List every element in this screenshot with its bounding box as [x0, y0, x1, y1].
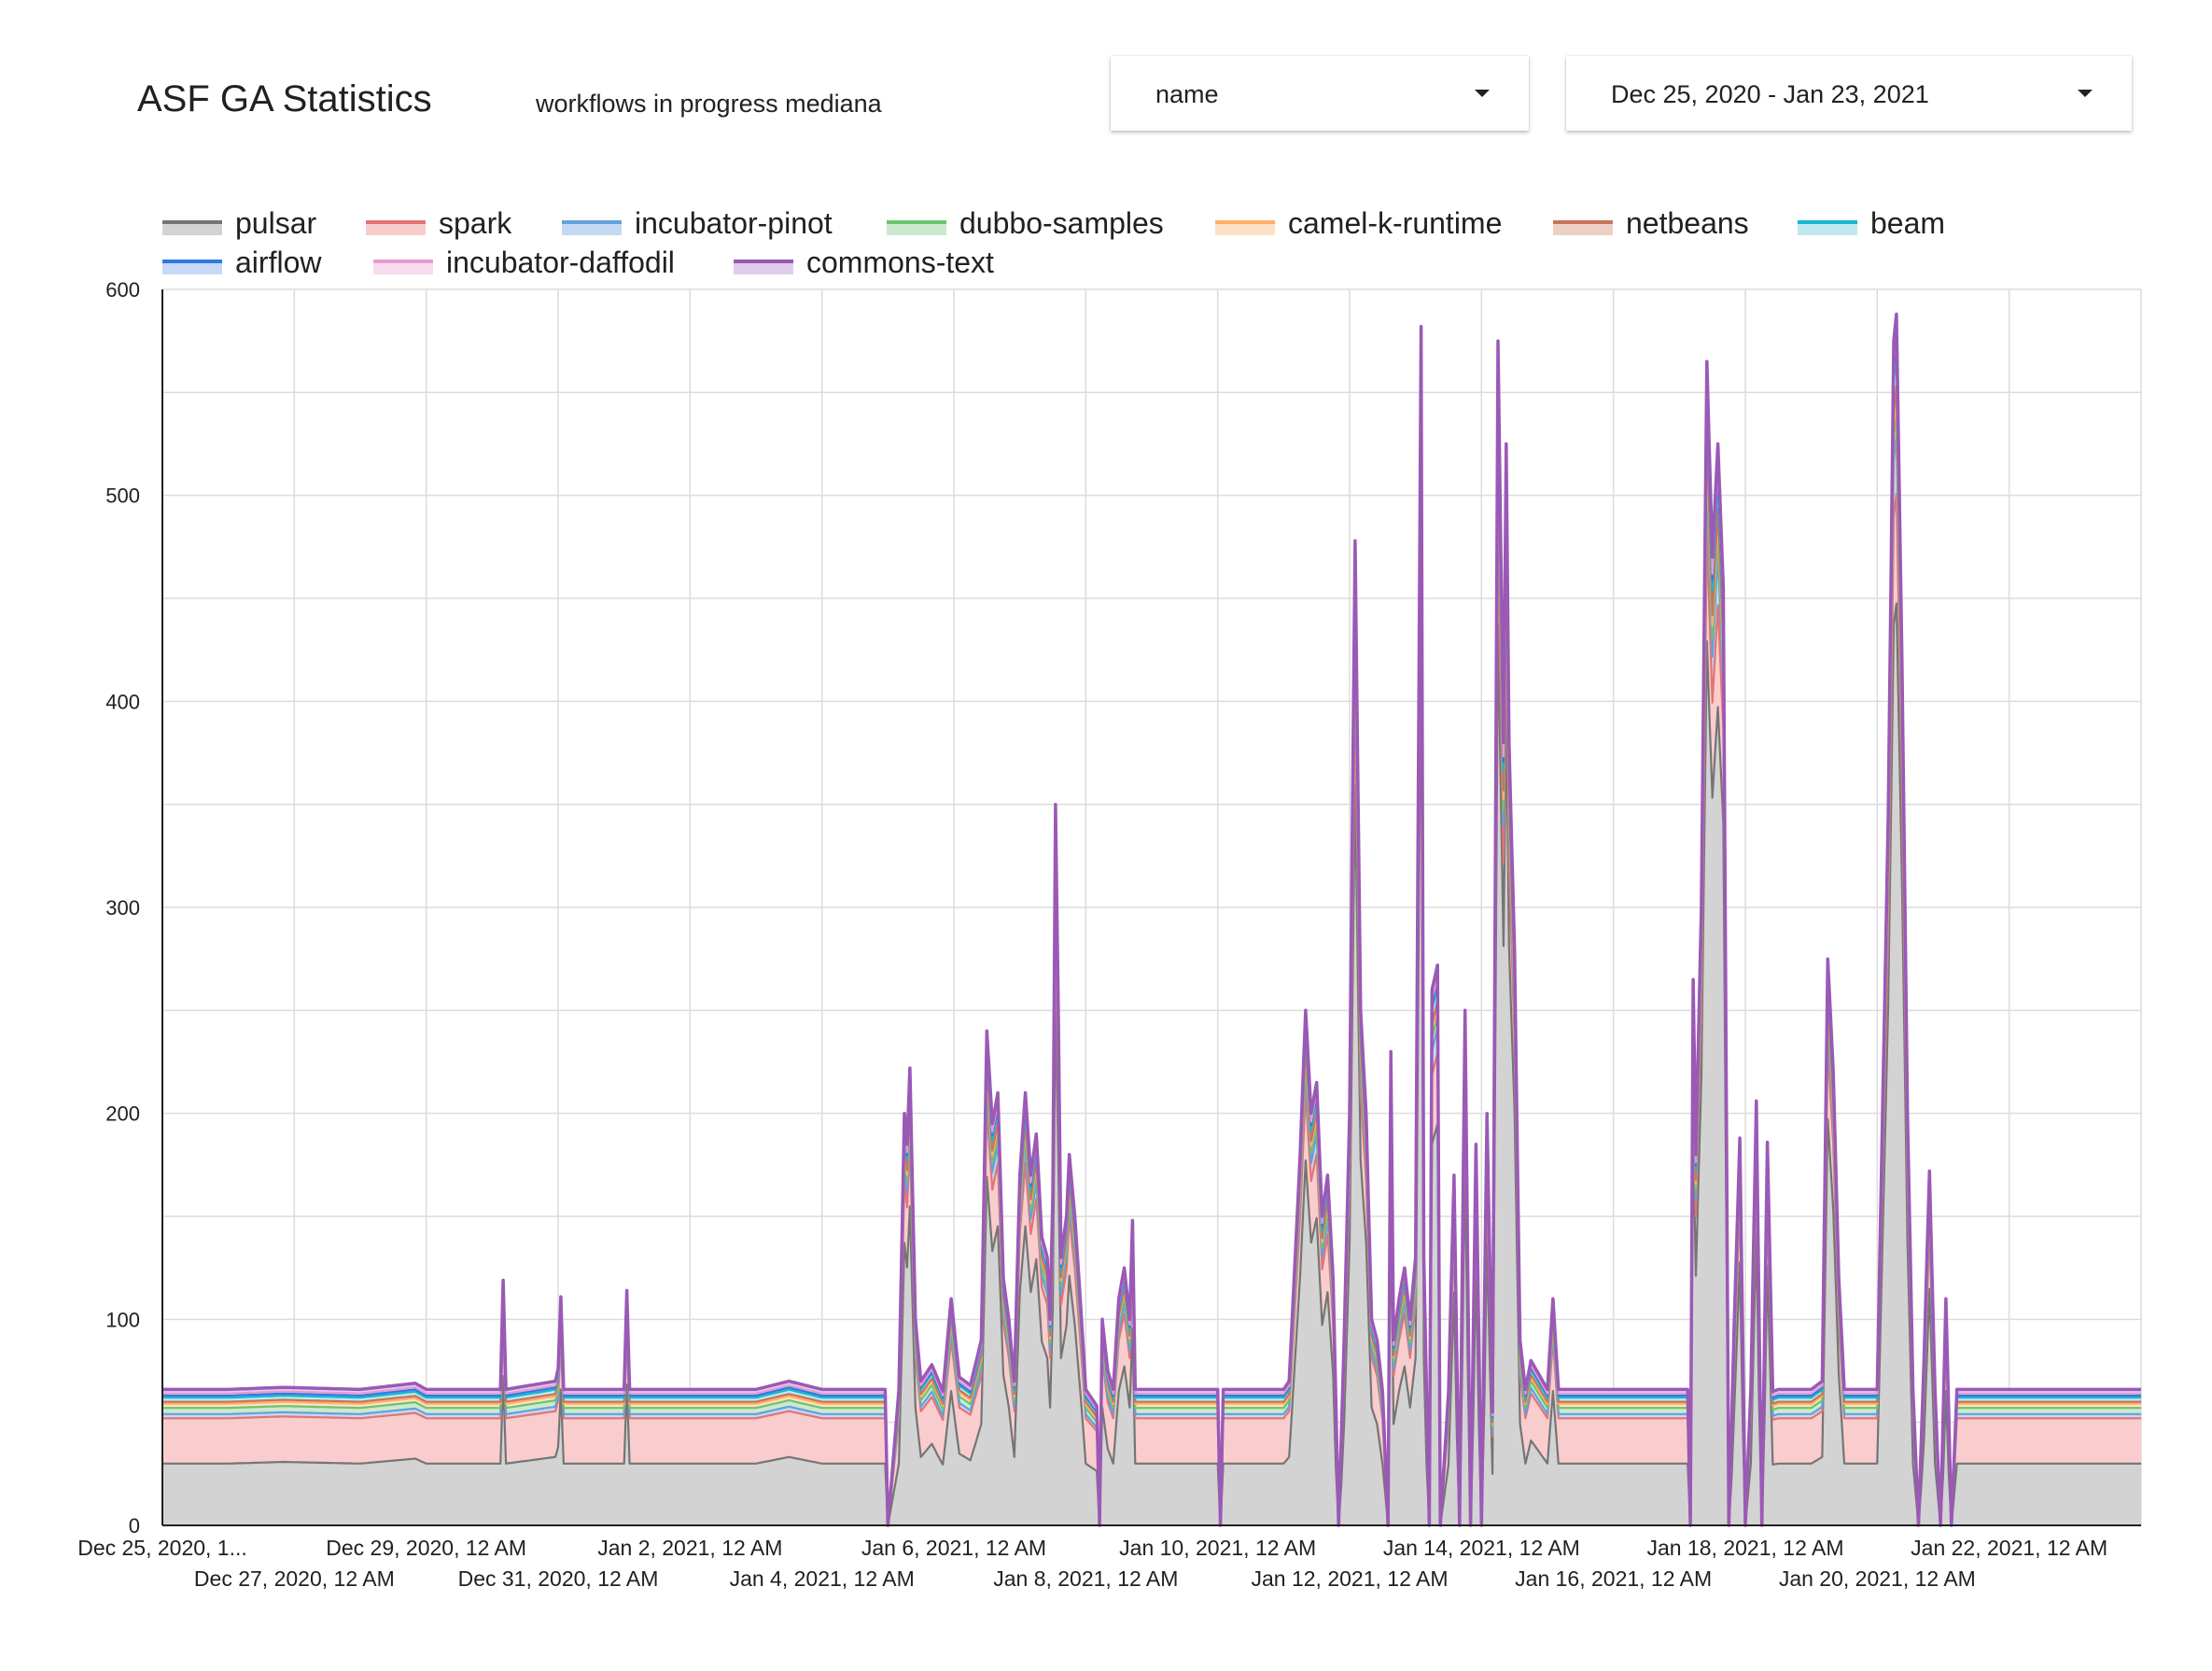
legend-label: airflow — [235, 246, 322, 279]
line-beam — [162, 353, 2141, 1527]
legend-item-dubbo-samples: dubbo-samples — [887, 206, 1164, 240]
legend-item-spark: spark — [366, 206, 512, 240]
x-tick-label: Jan 8, 2021, 12 AM — [993, 1566, 1178, 1591]
legend-item-commons-text: commons-text — [734, 246, 994, 279]
legend-label: netbeans — [1626, 206, 1749, 240]
legend-label: commons-text — [806, 246, 994, 279]
x-tick-label: Dec 27, 2020, 12 AM — [194, 1566, 395, 1591]
legend-swatch — [734, 261, 793, 274]
x-tick-label: Jan 10, 2021, 12 AM — [1119, 1536, 1316, 1560]
line-incubator-pinot — [162, 434, 2141, 1527]
legend-item-pulsar: pulsar — [162, 206, 317, 240]
x-tick-label: Jan 4, 2021, 12 AM — [730, 1566, 915, 1591]
line-airflow — [162, 341, 2141, 1527]
legend-label: spark — [439, 206, 512, 240]
y-tick-label: 400 — [105, 690, 140, 713]
x-tick-label: Jan 2, 2021, 12 AM — [597, 1536, 782, 1560]
y-tick-label: 0 — [129, 1514, 140, 1538]
legend-label: incubator-pinot — [635, 206, 833, 240]
x-tick-label: Jan 18, 2021, 12 AM — [1647, 1536, 1844, 1560]
y-tick-label: 300 — [105, 896, 140, 920]
date-range-dropdown[interactable]: Dec 25, 2020 - Jan 23, 2021 — [1566, 56, 2132, 131]
x-tick-label: Jan 20, 2021, 12 AM — [1779, 1566, 1976, 1591]
legend-item-netbeans: netbeans — [1553, 206, 1749, 240]
legend-item-airflow: airflow — [162, 246, 322, 279]
legend-swatch — [562, 222, 622, 235]
x-tick-label: Dec 31, 2020, 12 AM — [458, 1566, 659, 1591]
legend-label: incubator-daffodil — [446, 246, 675, 279]
legend-swatch — [1215, 222, 1275, 235]
name-filter-dropdown[interactable]: name — [1111, 56, 1529, 131]
y-tick-label: 100 — [105, 1308, 140, 1331]
dashboard-title: ASF GA Statistics — [137, 78, 432, 119]
legend-item-incubator-daffodil: incubator-daffodil — [373, 246, 675, 279]
chart-subtitle: workflows in progress mediana — [536, 90, 882, 118]
series-areas — [162, 314, 2141, 1526]
x-tick-label: Jan 22, 2021, 12 AM — [1911, 1536, 2107, 1560]
chevron-down-icon — [2078, 90, 2093, 97]
line-spark — [162, 492, 2141, 1527]
x-tick-label: Jan 12, 2021, 12 AM — [1252, 1566, 1449, 1591]
legend-item-incubator-pinot: incubator-pinot — [562, 206, 833, 240]
line-pulsar — [162, 602, 2141, 1527]
legend-swatch — [1798, 222, 1857, 235]
y-tick-label: 500 — [105, 484, 140, 508]
date-range-label: Dec 25, 2020 - Jan 23, 2021 — [1611, 80, 1929, 108]
line-dubbo-samples — [162, 412, 2141, 1527]
legend-swatch — [373, 261, 433, 274]
legend-label: pulsar — [235, 206, 317, 240]
area-airflow — [162, 342, 2141, 1526]
line-incubator-daffodil — [162, 333, 2141, 1527]
legend-label: camel-k-runtime — [1288, 206, 1502, 240]
legend-item-camel-k-runtime: camel-k-runtime — [1215, 206, 1502, 240]
legend-swatch — [1553, 222, 1613, 235]
legend-label: beam — [1870, 206, 1945, 240]
y-tick-label: 600 — [105, 278, 140, 302]
series-lines — [162, 312, 2141, 1527]
line-commons-text — [162, 312, 2141, 1527]
name-filter-label: name — [1155, 80, 1219, 108]
area-incubator-pinot — [162, 435, 2141, 1526]
area-beam — [162, 354, 2141, 1525]
area-incubator-daffodil — [162, 334, 2141, 1526]
legend-swatch — [162, 222, 222, 235]
x-tick-label: Jan 14, 2021, 12 AM — [1383, 1536, 1580, 1560]
area-netbeans — [162, 386, 2141, 1526]
chevron-down-icon — [1475, 90, 1490, 97]
legend-label: dubbo-samples — [959, 206, 1164, 240]
y-tick-label: 200 — [105, 1102, 140, 1126]
x-tick-label: Dec 29, 2020, 12 AM — [326, 1536, 526, 1560]
legend-swatch — [366, 222, 426, 235]
legend-swatch — [887, 222, 946, 235]
line-netbeans — [162, 385, 2141, 1527]
x-tick-label: Dec 25, 2020, 1... — [77, 1536, 247, 1560]
legend-swatch — [162, 261, 222, 274]
x-tick-label: Jan 16, 2021, 12 AM — [1515, 1566, 1712, 1591]
x-tick-label: Jan 6, 2021, 12 AM — [861, 1536, 1046, 1560]
legend-item-beam: beam — [1798, 206, 1945, 240]
line-camel-k-runtime — [162, 397, 2141, 1527]
area-spark — [162, 493, 2141, 1525]
